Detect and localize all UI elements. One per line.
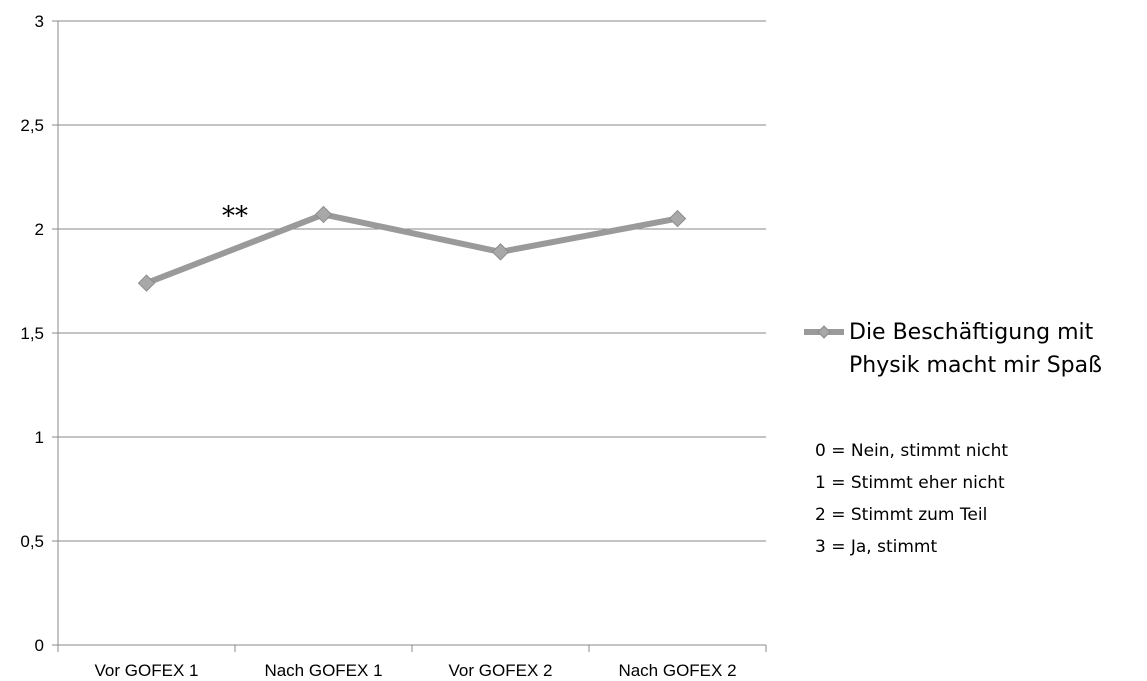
x-tick-label: Nach GOFEX 1 [264,661,382,680]
y-tick-label: 1,5 [20,324,44,343]
scale-notes: 0 = Nein, stimmt nicht 1 = Stimmt eher n… [815,441,1008,557]
annotations: ** [222,201,248,231]
scale-note: 1 = Stimmt eher nicht [815,473,1005,493]
x-tick-label: Nach GOFEX 2 [618,661,736,680]
y-tick-label: 0 [35,636,44,655]
x-tick-label: Vor GOFEX 2 [449,661,553,680]
scale-note: 0 = Nein, stimmt nicht [815,441,1008,461]
y-tick-labels: 0 0,5 1 1,5 2 2,5 3 [20,12,44,655]
series-line [145,211,679,286]
y-tick-label: 2 [35,220,44,239]
legend-label-line-2: Physik macht mir Spaß [849,353,1102,378]
y-tick-label: 0,5 [20,532,44,551]
y-tick-label: 2,5 [20,116,44,135]
y-tick-label: 3 [35,12,44,31]
legend-label-line-1: Die Beschäftigung mit [849,320,1094,345]
x-tick-label: Vor GOFEX 1 [95,661,199,680]
significance-annotation: ** [222,201,248,231]
y-tick-label: 1 [35,428,44,447]
data-point-marker [314,205,333,224]
x-tick-labels: Vor GOFEX 1 Nach GOFEX 1 Vor GOFEX 2 Nach G… [95,661,737,680]
series-layer [137,205,687,292]
data-point-marker [491,243,510,261]
gridlines [58,20,766,542]
data-point-marker [668,209,687,228]
scale-note: 2 = Stimmt zum Teil [815,505,987,525]
scale-note: 3 = Ja, stimmt [815,537,937,557]
legend: Die Beschäftigung mit Physik macht mir S… [804,320,1102,378]
axes [52,20,767,652]
data-point-marker [137,274,156,292]
legend-marker [817,325,831,339]
